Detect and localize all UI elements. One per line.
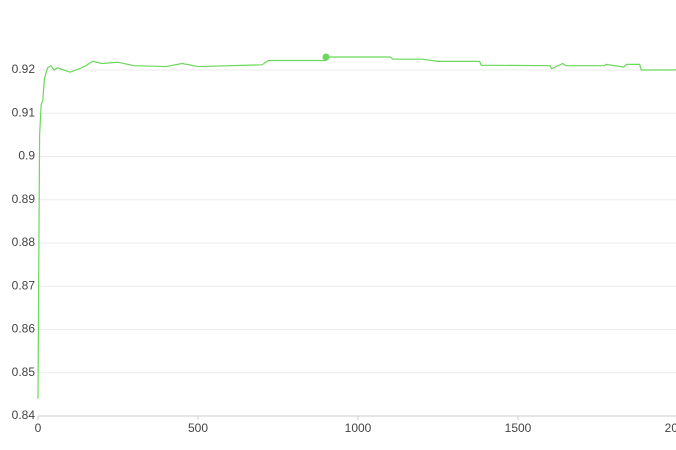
x-tick-label: 0	[35, 421, 42, 435]
x-tick-label: 2000	[665, 421, 676, 435]
x-tick-label: 1500	[505, 421, 532, 435]
y-tick-label: 0.85	[12, 365, 36, 379]
y-tick-label: 0.88	[12, 235, 36, 249]
y-tick-label: 0.84	[12, 408, 36, 422]
x-tick-label: 500	[188, 421, 208, 435]
y-tick-label: 0.92	[12, 62, 36, 76]
highlight-point	[322, 53, 330, 61]
x-tick-label: 1000	[345, 421, 372, 435]
y-tick-label: 0.91	[12, 105, 36, 119]
y-tick-label: 0.87	[12, 278, 36, 292]
y-tick-label: 0.89	[12, 192, 36, 206]
y-tick-label: 0.9	[18, 149, 35, 163]
y-tick-label: 0.86	[12, 322, 36, 336]
line	[37, 56, 676, 399]
